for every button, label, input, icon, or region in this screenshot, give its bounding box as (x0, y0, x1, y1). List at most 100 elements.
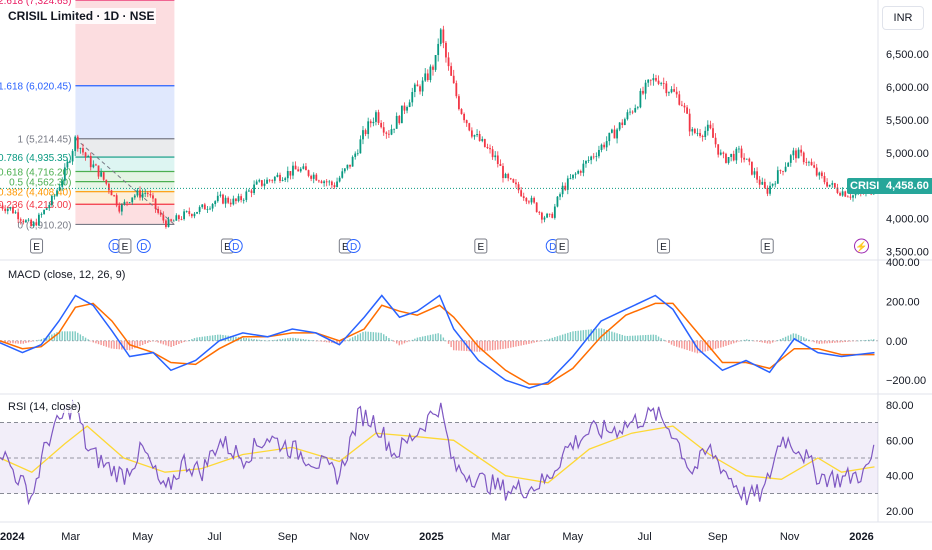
macd-hist-bar (618, 334, 621, 341)
macd-hist-bar (655, 334, 657, 341)
candle-body (673, 89, 676, 92)
candle-body (509, 178, 512, 180)
candle-body (310, 175, 313, 179)
macd-hist-bar (136, 340, 139, 348)
candle-body (105, 179, 108, 184)
candle-body (618, 122, 621, 130)
macd-hist-bar (873, 339, 875, 341)
candle-body (224, 197, 227, 204)
candle-body (738, 148, 740, 150)
candle-body (403, 105, 406, 111)
candle-body (662, 83, 665, 84)
dividend-marker[interactable]: D (228, 239, 243, 254)
candle-body (307, 170, 310, 176)
candle-body (610, 129, 613, 133)
macd-hist-bar (250, 338, 253, 341)
candle-body (719, 152, 722, 155)
candle-body (683, 105, 686, 108)
candle-body (89, 155, 92, 168)
macd-hist-bar (660, 338, 662, 341)
macd-hist-bar (274, 339, 276, 341)
macd-hist-bar (512, 340, 515, 348)
price-tick-label: 5,000.00 (886, 148, 929, 160)
candle-body (232, 198, 235, 205)
earnings-marker-box (657, 238, 671, 254)
earnings-marker[interactable]: E (474, 238, 488, 254)
earnings-marker[interactable]: E (118, 238, 132, 254)
macd-hist-bar (686, 340, 688, 351)
candle-body (821, 172, 823, 177)
earnings-marker[interactable]: E (30, 238, 44, 254)
macd-hist-bar (294, 338, 297, 341)
macd-hist-bar (738, 340, 740, 342)
macd-hist-bar (115, 340, 118, 350)
rsi-line (0, 399, 875, 506)
macd-hist-bar (204, 336, 206, 341)
macd-hist-bar (7, 340, 9, 343)
candle-body (133, 195, 136, 198)
macd-hist-bar (836, 340, 839, 343)
marker-label: D (140, 242, 147, 253)
macd-hist-bar (84, 337, 87, 341)
candle-body (299, 168, 302, 172)
time-tick-label: May (132, 531, 153, 543)
candle-body (502, 166, 504, 179)
macd-hist-bar (349, 338, 351, 341)
candle-body (528, 201, 530, 203)
macd-hist-bar (300, 338, 302, 341)
candle-body (281, 180, 284, 181)
candle-body (598, 149, 600, 157)
macd-hist-bar (27, 340, 30, 343)
macd-hist-bar (691, 340, 693, 352)
macd-hist-bar (255, 339, 258, 341)
candle-body (660, 83, 663, 84)
symbol-title[interactable]: CRISIL Limited · 1D · NSE (6, 8, 157, 24)
candle-body (481, 139, 484, 141)
macd-hist-bar (263, 340, 266, 341)
macd-hist-bar (253, 339, 255, 341)
candle-body (810, 161, 813, 166)
candle-body (813, 165, 816, 168)
macd-hist-bar (232, 336, 235, 341)
macd-hist-bar (331, 340, 333, 343)
candle-body (652, 78, 655, 81)
currency-button[interactable]: INR (882, 6, 924, 30)
macd-hist-bar (279, 339, 281, 341)
dividend-marker[interactable]: D (346, 239, 361, 254)
macd-hist-bar (585, 329, 587, 341)
candle-body (367, 121, 370, 135)
earnings-marker[interactable]: E (760, 238, 774, 254)
macd-hist-bar (222, 334, 224, 341)
event-marker[interactable]: ⚡ (854, 238, 870, 254)
candle-body (699, 132, 701, 136)
macd-hist-bar (180, 340, 183, 344)
macd-hist-bar (185, 340, 188, 342)
candle-body (328, 181, 331, 183)
macd-pane-label[interactable]: MACD (close, 12, 26, 9) (6, 269, 128, 281)
macd-hist-bar (751, 340, 753, 341)
candle-body (312, 174, 315, 179)
macd-hist-bar (450, 340, 452, 348)
earnings-marker[interactable]: E (555, 238, 569, 254)
rsi-pane-label[interactable]: RSI (14, close) (6, 401, 83, 413)
earnings-marker[interactable]: E (657, 238, 671, 254)
macd-hist-bar (528, 340, 530, 344)
last-symbol-tag: CRISIL (847, 178, 890, 194)
macd-hist-bar (699, 340, 701, 353)
time-tick-label: Nov (780, 531, 800, 543)
candle-body (30, 219, 33, 227)
macd-hist-bar (90, 340, 92, 342)
candle-body (476, 134, 478, 136)
candle-body (82, 148, 84, 153)
dividend-marker[interactable]: D (136, 239, 151, 254)
macd-hist-bar (167, 340, 170, 347)
macd-hist-bar (79, 334, 82, 341)
macd-hist-bar (437, 333, 439, 341)
candle-body (97, 165, 100, 177)
candle-body (245, 191, 248, 200)
candle-body (284, 178, 287, 181)
candle-body (377, 112, 380, 123)
macd-hist-bar (211, 335, 214, 341)
candle-body (639, 90, 642, 108)
